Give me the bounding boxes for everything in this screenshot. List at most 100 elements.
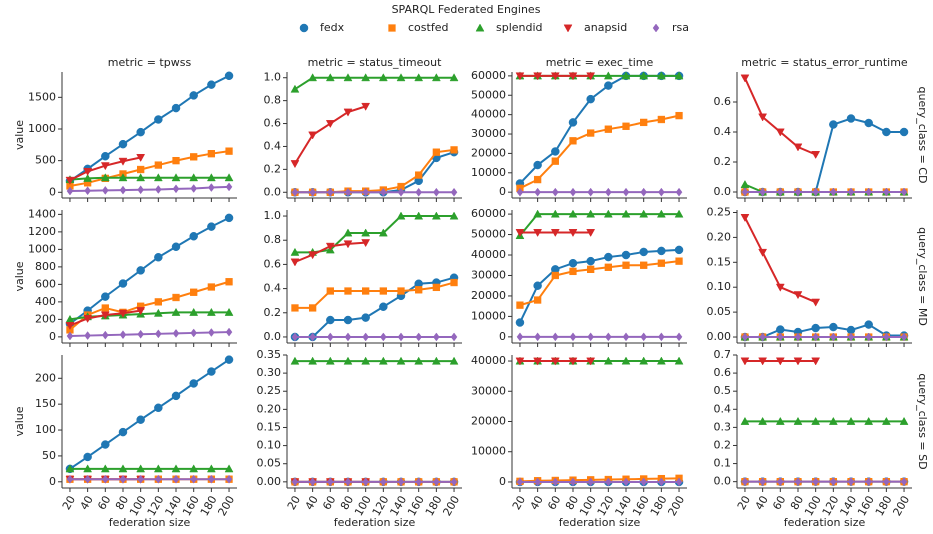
data-point	[568, 258, 578, 268]
data-point	[846, 114, 856, 123]
data-point	[291, 187, 299, 197]
data-point	[533, 175, 542, 184]
data-point	[224, 71, 234, 81]
data-point	[568, 118, 578, 127]
data-point	[189, 464, 199, 473]
data-point	[100, 464, 110, 473]
data-point	[153, 308, 163, 317]
series-line	[519, 260, 680, 307]
data-point	[776, 187, 784, 197]
x-axis-label: federation size	[559, 516, 641, 529]
data-point	[361, 228, 371, 237]
data-point	[290, 356, 300, 365]
data-point	[811, 357, 821, 366]
legend-marker	[475, 23, 485, 32]
data-point	[171, 464, 181, 473]
y-tick-label: 1000	[28, 242, 56, 255]
data-point	[551, 147, 560, 156]
data-point	[84, 331, 91, 340]
data-point	[586, 72, 596, 81]
y-tick-label: 0.30	[257, 366, 282, 379]
data-point	[66, 331, 74, 341]
data-point	[740, 214, 750, 222]
data-point	[378, 228, 388, 237]
data-point	[172, 156, 180, 165]
data-point	[308, 131, 318, 140]
data-point	[586, 94, 595, 104]
y-tick-label: 60000	[471, 207, 506, 220]
data-point	[516, 301, 524, 309]
data-point	[675, 477, 683, 487]
data-point	[118, 279, 128, 288]
data-point	[621, 71, 631, 80]
data-point	[119, 474, 127, 484]
data-point	[741, 332, 749, 342]
legend-marker	[652, 23, 660, 33]
data-point	[587, 187, 594, 197]
data-point	[656, 209, 666, 218]
y-tick-label: 1.0	[264, 209, 282, 222]
data-point	[118, 427, 128, 437]
data-point	[379, 302, 388, 311]
data-point	[568, 72, 578, 81]
data-point	[84, 186, 91, 196]
data-point	[171, 173, 181, 182]
y-tick-label: 0	[499, 330, 506, 343]
data-point	[622, 122, 630, 130]
data-point	[640, 477, 648, 487]
data-point	[865, 187, 873, 197]
y-tick-label: 0.0	[714, 475, 732, 488]
legend-label: splendid	[496, 21, 543, 34]
data-point	[604, 81, 613, 90]
y-tick-label: 0.6	[714, 366, 732, 379]
data-point	[225, 147, 233, 155]
data-point	[291, 304, 299, 312]
data-point	[119, 185, 127, 195]
data-point	[172, 328, 180, 338]
series-line	[744, 183, 905, 193]
series-line	[294, 215, 455, 254]
series-line	[519, 114, 680, 190]
y-tick-label: 200	[35, 312, 56, 325]
data-point	[136, 464, 146, 473]
data-point	[811, 151, 821, 160]
x-tick-label: 60	[545, 494, 563, 513]
data-point	[225, 474, 233, 484]
data-point	[291, 477, 299, 487]
data-point	[881, 416, 891, 425]
data-point	[101, 440, 110, 449]
data-point	[864, 118, 873, 128]
x-tick-label: 80	[563, 494, 581, 513]
data-point	[568, 357, 578, 366]
data-point	[639, 71, 649, 80]
data-point	[154, 115, 163, 124]
series-line	[519, 248, 680, 323]
data-point	[900, 477, 908, 487]
y-tick-label: 800	[35, 260, 56, 273]
data-point	[190, 288, 198, 296]
x-tick-label: 120	[595, 494, 617, 519]
data-point	[515, 318, 525, 327]
data-point	[154, 253, 163, 262]
data-point	[118, 139, 128, 149]
data-point	[309, 477, 316, 487]
data-point	[378, 356, 388, 365]
y-tick-label: 50000	[471, 88, 506, 101]
legend-title: SPARQL Federated Engines	[392, 3, 541, 16]
x-tick-label: 40	[303, 494, 321, 513]
y-tick-label: 200	[35, 371, 56, 384]
data-point	[118, 173, 128, 182]
y-tick-label: 0.8	[264, 94, 282, 107]
panel-title: metric = status_timeout	[308, 56, 442, 69]
data-point	[569, 187, 577, 197]
data-point	[65, 322, 75, 331]
data-point	[362, 477, 369, 487]
x-tick-label: 40	[528, 494, 546, 513]
data-point	[343, 108, 353, 117]
data-point	[378, 73, 388, 82]
data-point	[793, 143, 803, 152]
data-point	[740, 416, 750, 425]
data-point	[775, 283, 785, 292]
y-tick-label: 0.7	[714, 348, 732, 361]
